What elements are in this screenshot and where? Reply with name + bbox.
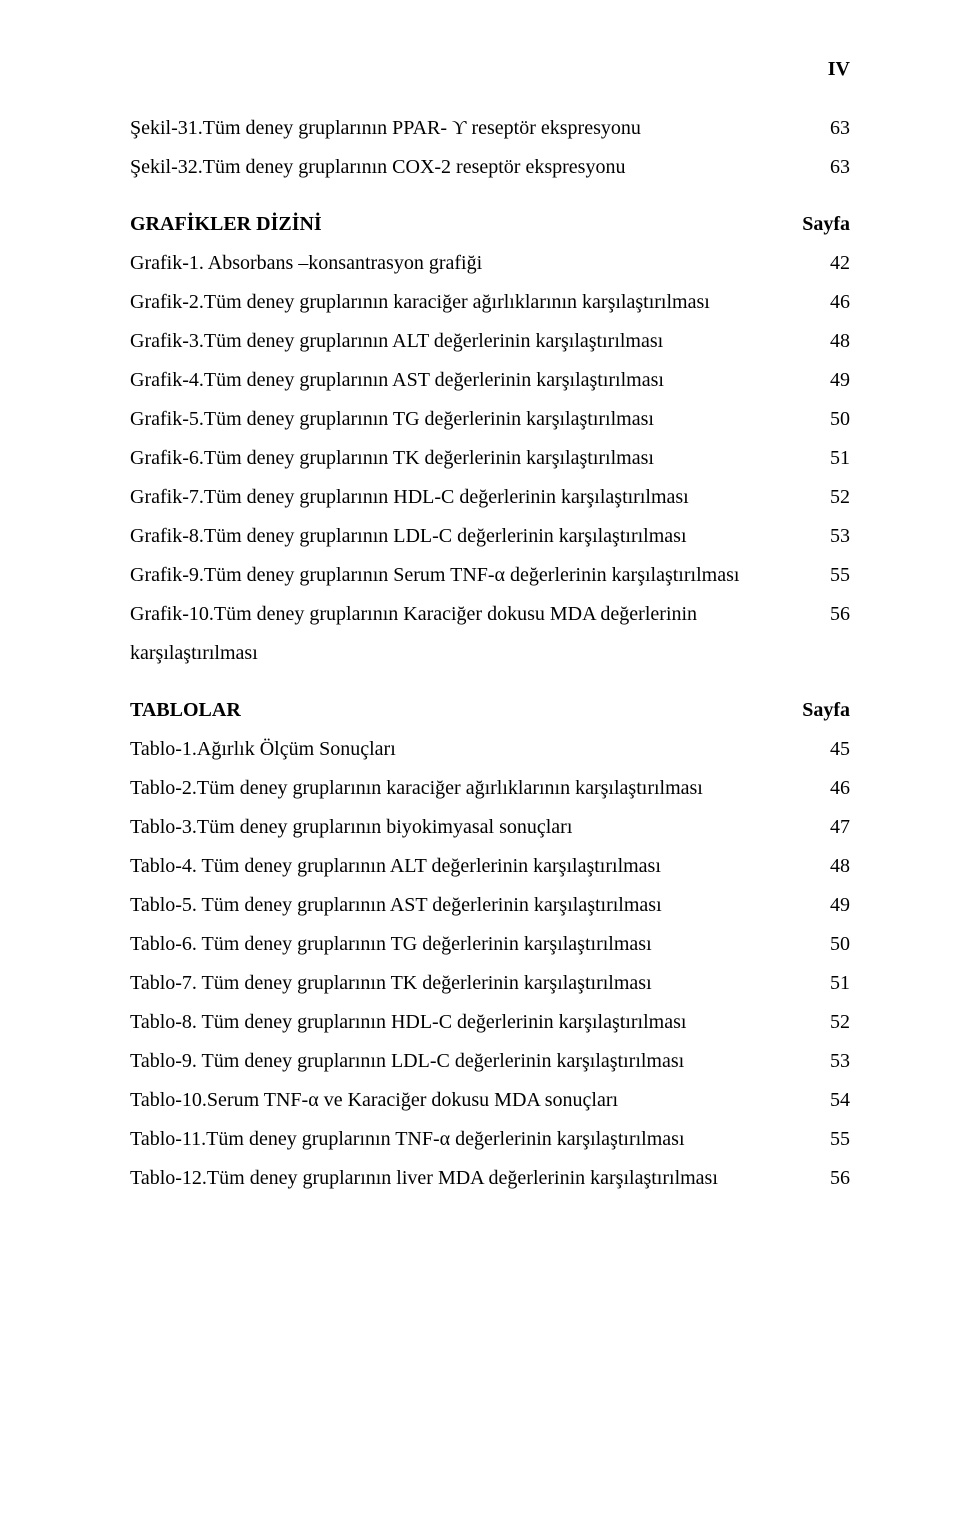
tablo-entry-page: 53: [810, 1042, 850, 1081]
tablo-entry-page: 55: [810, 1120, 850, 1159]
tablo-entry-page: 48: [810, 847, 850, 886]
grafik-entry-label: Grafik-10.Tüm deney gruplarının Karaciğe…: [130, 595, 810, 673]
grafik-entry: Grafik-6.Tüm deney gruplarının TK değerl…: [130, 439, 850, 478]
tablo-entry: Tablo-4. Tüm deney gruplarının ALT değer…: [130, 847, 850, 886]
grafik-entry: Grafik-9.Tüm deney gruplarının Serum TNF…: [130, 556, 850, 595]
tablo-entry: Tablo-7. Tüm deney gruplarının TK değerl…: [130, 964, 850, 1003]
grafik-entry-label: Grafik-6.Tüm deney gruplarının TK değerl…: [130, 439, 810, 478]
grafikler-header: GRAFİKLER DİZİNİ Sayfa: [130, 205, 850, 244]
tablo-entry-page: 47: [810, 808, 850, 847]
grafik-entry-page: 48: [810, 322, 850, 361]
grafik-entry-page: 55: [810, 556, 850, 595]
grafik-entry: Grafik-3.Tüm deney gruplarının ALT değer…: [130, 322, 850, 361]
sekil-entry-page: 63: [810, 109, 850, 148]
tablo-entry-label: Tablo-3.Tüm deney gruplarının biyokimyas…: [130, 808, 810, 847]
grafikler-title: GRAFİKLER DİZİNİ: [130, 205, 802, 244]
tablolar-title: TABLOLAR: [130, 691, 802, 730]
sekil-entry-label: Şekil-32.Tüm deney gruplarının COX-2 res…: [130, 148, 810, 187]
grafik-entry-label: Grafik-2.Tüm deney gruplarının karaciğer…: [130, 283, 810, 322]
tablo-entry: Tablo-1.Ağırlık Ölçüm Sonuçları45: [130, 730, 850, 769]
tablo-entry-page: 52: [810, 1003, 850, 1042]
tablo-entry-label: Tablo-5. Tüm deney gruplarının AST değer…: [130, 886, 810, 925]
grafik-entry-page: 51: [810, 439, 850, 478]
tablo-entry-label: Tablo-8. Tüm deney gruplarının HDL-C değ…: [130, 1003, 810, 1042]
tablo-entry: Tablo-6. Tüm deney gruplarının TG değerl…: [130, 925, 850, 964]
tablolar-header: TABLOLAR Sayfa: [130, 691, 850, 730]
tablolar-list: Tablo-1.Ağırlık Ölçüm Sonuçları45Tablo-2…: [130, 730, 850, 1198]
tablo-entry-page: 54: [810, 1081, 850, 1120]
grafik-entry-page: 52: [810, 478, 850, 517]
tablo-entry: Tablo-2.Tüm deney gruplarının karaciğer …: [130, 769, 850, 808]
tablo-entry: Tablo-11.Tüm deney gruplarının TNF-α değ…: [130, 1120, 850, 1159]
grafik-entry: Grafik-8.Tüm deney gruplarının LDL-C değ…: [130, 517, 850, 556]
sekil-entry: Şekil-32.Tüm deney gruplarının COX-2 res…: [130, 148, 850, 187]
tablo-entry-label: Tablo-4. Tüm deney gruplarının ALT değer…: [130, 847, 810, 886]
grafik-entry-label: Grafik-3.Tüm deney gruplarının ALT değer…: [130, 322, 810, 361]
grafik-entry: Grafik-1. Absorbans –konsantrasyon grafi…: [130, 244, 850, 283]
tablo-entry-label: Tablo-10.Serum TNF-α ve Karaciğer dokusu…: [130, 1081, 810, 1120]
tablo-entry-label: Tablo-9. Tüm deney gruplarının LDL-C değ…: [130, 1042, 810, 1081]
grafik-entry: Grafik-10.Tüm deney gruplarının Karaciğe…: [130, 595, 850, 673]
sekil-entry-page: 63: [810, 148, 850, 187]
tablo-entry-page: 56: [810, 1159, 850, 1198]
sekil-entry: Şekil-31.Tüm deney gruplarının PPAR- ϒ r…: [130, 109, 850, 148]
grafik-entry: Grafik-4.Tüm deney gruplarının AST değer…: [130, 361, 850, 400]
tablo-entry-label: Tablo-2.Tüm deney gruplarının karaciğer …: [130, 769, 810, 808]
grafik-entry-page: 42: [810, 244, 850, 283]
tablo-entry-label: Tablo-12.Tüm deney gruplarının liver MDA…: [130, 1159, 810, 1198]
grafik-entry-label: Grafik-4.Tüm deney gruplarının AST değer…: [130, 361, 810, 400]
tablo-entry-page: 46: [810, 769, 850, 808]
sekil-entry-label: Şekil-31.Tüm deney gruplarının PPAR- ϒ r…: [130, 109, 810, 148]
tablo-entry: Tablo-12.Tüm deney gruplarının liver MDA…: [130, 1159, 850, 1198]
grafikler-page-label: Sayfa: [802, 205, 850, 244]
tablo-entry-page: 45: [810, 730, 850, 769]
grafik-entry-label: Grafik-7.Tüm deney gruplarının HDL-C değ…: [130, 478, 810, 517]
tablo-entry-page: 51: [810, 964, 850, 1003]
grafikler-list: Grafik-1. Absorbans –konsantrasyon grafi…: [130, 244, 850, 673]
grafik-entry: Grafik-2.Tüm deney gruplarının karaciğer…: [130, 283, 850, 322]
tablolar-page-label: Sayfa: [802, 691, 850, 730]
grafik-entry: Grafik-7.Tüm deney gruplarının HDL-C değ…: [130, 478, 850, 517]
grafik-entry-label: Grafik-1. Absorbans –konsantrasyon grafi…: [130, 244, 810, 283]
grafik-entry-label: Grafik-5.Tüm deney gruplarının TG değerl…: [130, 400, 810, 439]
tablo-entry-page: 49: [810, 886, 850, 925]
sekil-list: Şekil-31.Tüm deney gruplarının PPAR- ϒ r…: [130, 109, 850, 187]
document-page: IV Şekil-31.Tüm deney gruplarının PPAR- …: [0, 0, 960, 1248]
tablo-entry: Tablo-5. Tüm deney gruplarının AST değer…: [130, 886, 850, 925]
tablo-entry: Tablo-3.Tüm deney gruplarının biyokimyas…: [130, 808, 850, 847]
grafik-entry: Grafik-5.Tüm deney gruplarının TG değerl…: [130, 400, 850, 439]
tablo-entry: Tablo-9. Tüm deney gruplarının LDL-C değ…: [130, 1042, 850, 1081]
tablo-entry-label: Tablo-11.Tüm deney gruplarının TNF-α değ…: [130, 1120, 810, 1159]
tablo-entry: Tablo-10.Serum TNF-α ve Karaciğer dokusu…: [130, 1081, 850, 1120]
grafik-entry-page: 46: [810, 283, 850, 322]
tablo-entry-page: 50: [810, 925, 850, 964]
grafik-entry-page: 49: [810, 361, 850, 400]
grafik-entry-label: Grafik-9.Tüm deney gruplarının Serum TNF…: [130, 556, 810, 595]
tablo-entry-label: Tablo-7. Tüm deney gruplarının TK değerl…: [130, 964, 810, 1003]
grafik-entry-label: Grafik-8.Tüm deney gruplarının LDL-C değ…: [130, 517, 810, 556]
grafik-entry-page: 50: [810, 400, 850, 439]
page-number: IV: [130, 50, 850, 89]
tablo-entry: Tablo-8. Tüm deney gruplarının HDL-C değ…: [130, 1003, 850, 1042]
grafik-entry-page: 53: [810, 517, 850, 556]
tablo-entry-label: Tablo-1.Ağırlık Ölçüm Sonuçları: [130, 730, 810, 769]
tablo-entry-label: Tablo-6. Tüm deney gruplarının TG değerl…: [130, 925, 810, 964]
grafik-entry-page: 56: [810, 595, 850, 634]
